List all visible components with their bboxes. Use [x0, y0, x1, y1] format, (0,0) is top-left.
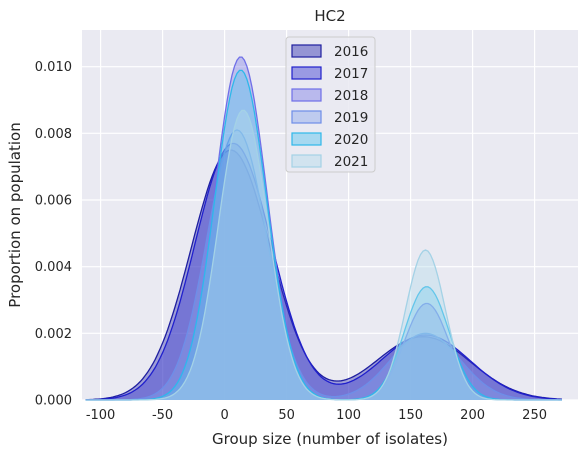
series-area-2016: [85, 150, 562, 400]
series-area-2019: [85, 130, 562, 400]
y-tick-label: 0.000: [35, 394, 72, 409]
legend-swatch-2018: [291, 88, 322, 102]
legend-label: 2020: [334, 132, 368, 148]
legend-label: 2019: [334, 110, 368, 126]
legend-label: 2016: [334, 44, 368, 60]
x-tick-label: 50: [278, 408, 295, 423]
x-axis-title: Group size (number of isolates): [212, 430, 448, 448]
series-layer: [85, 56, 562, 401]
x-tick-label: 250: [522, 408, 547, 423]
legend-swatch-2021: [291, 154, 322, 168]
y-tick-label: 0.008: [35, 127, 72, 142]
legend-label: 2021: [334, 154, 368, 170]
y-tick-label: 0.002: [35, 327, 72, 342]
legend-swatch-2019: [291, 110, 322, 124]
x-tick-label: 100: [336, 408, 361, 423]
legend-label: 2017: [334, 66, 368, 82]
series-line-2017: [85, 142, 562, 401]
series-line-2021: [85, 109, 562, 401]
legend-swatch-2020: [291, 132, 322, 146]
series-line-2019: [85, 129, 562, 401]
legend-label: 2018: [334, 88, 368, 104]
legend-swatch-2017: [291, 66, 322, 80]
y-tick-label: 0.004: [35, 260, 72, 275]
y-axis-title: Proportion on population: [6, 122, 24, 307]
x-tick-label: 0: [220, 408, 228, 423]
legend-box: [285, 36, 376, 173]
tick-labels: -100 -50 0 50 100 150 200 250 0.000 0.002 0.004 0.0…: [35, 60, 547, 423]
x-tick-label: 150: [398, 408, 423, 423]
legend-swatch-2016: [291, 44, 322, 58]
legend: 2016 2017 2018 2019 2020 2021: [285, 36, 376, 173]
y-tick-label: 0.010: [35, 60, 72, 75]
x-tick-label: 200: [460, 408, 485, 423]
x-tick-label: -100: [86, 408, 116, 423]
y-tick-label: 0.006: [35, 194, 72, 209]
series-area-2021: [85, 110, 562, 401]
x-tick-label: -50: [152, 408, 173, 423]
series-area-2020: [85, 70, 562, 401]
chart-title: HC2: [314, 7, 345, 25]
